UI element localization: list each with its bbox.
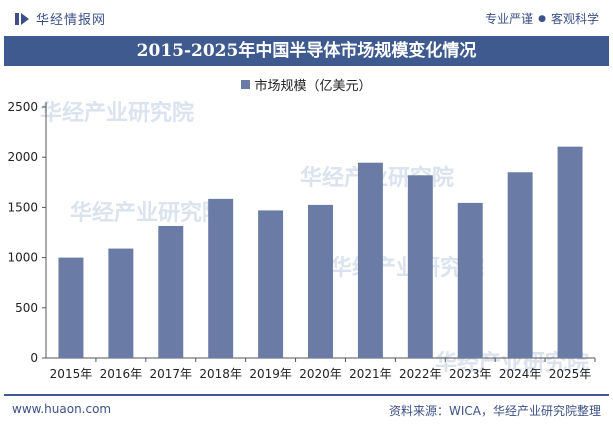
- chart-title: 2015-2025年中国半导体市场规模变化情况: [4, 36, 609, 66]
- slogan-left: 专业严谨: [485, 12, 534, 26]
- slogan-right: 客观科学: [550, 12, 599, 26]
- bar: [557, 146, 583, 358]
- x-tick-label: 2023年: [449, 367, 492, 381]
- y-tick-label: 2000: [7, 150, 38, 164]
- x-tick-label: 2016年: [100, 367, 143, 381]
- site-link[interactable]: www.huaon.com: [12, 402, 112, 416]
- bar: [407, 175, 433, 358]
- bar: [208, 198, 234, 358]
- bar: [308, 204, 333, 358]
- bar: [357, 162, 383, 358]
- bar: [108, 248, 134, 358]
- bar: [258, 210, 284, 358]
- x-tick-label: 2024年: [499, 367, 542, 381]
- y-tick-label: 1000: [7, 251, 38, 265]
- bar: [158, 225, 184, 358]
- chart-legend: 市场规模（亿美元）: [0, 75, 613, 94]
- x-tick-label: 2025年: [549, 367, 592, 381]
- legend-label: 市场规模（亿美元）: [254, 79, 372, 94]
- x-tick-label: 2020年: [299, 367, 342, 381]
- brand-name: 华经情报网: [36, 13, 107, 28]
- slogan: 专业严谨 ● 客观科学: [485, 10, 599, 27]
- huajing-logo-icon: [15, 12, 29, 25]
- header: 华经情报网 专业严谨 ● 客观科学: [0, 0, 613, 36]
- bullet-icon: ●: [538, 13, 546, 24]
- x-tick-label: 2017年: [149, 367, 192, 381]
- source-note: 资料来源：WICA，华经产业研究院整理: [389, 404, 601, 418]
- x-tick-label: 2019年: [249, 367, 292, 381]
- y-tick-label: 0: [30, 351, 38, 365]
- x-tick-label: 2015年: [50, 367, 93, 381]
- y-tick-label: 2500: [7, 100, 38, 114]
- y-tick-label: 500: [15, 301, 38, 315]
- bar: [58, 257, 84, 358]
- bar: [507, 172, 533, 358]
- x-tick-label: 2022年: [399, 367, 442, 381]
- x-tick-label: 2021年: [349, 367, 392, 381]
- footer: www.huaon.com 资料来源：WICA，华经产业研究院整理: [4, 394, 609, 422]
- x-tick-label: 2018年: [199, 367, 242, 381]
- legend-swatch: [241, 80, 251, 89]
- bar-chart: 0 500 1000 1500 2000 2500 2015年 2016年 2017年 2018年…: [7, 100, 596, 381]
- bar: [457, 202, 483, 358]
- brand[interactable]: 华经情报网: [14, 9, 106, 28]
- y-tick-label: 1500: [7, 200, 38, 214]
